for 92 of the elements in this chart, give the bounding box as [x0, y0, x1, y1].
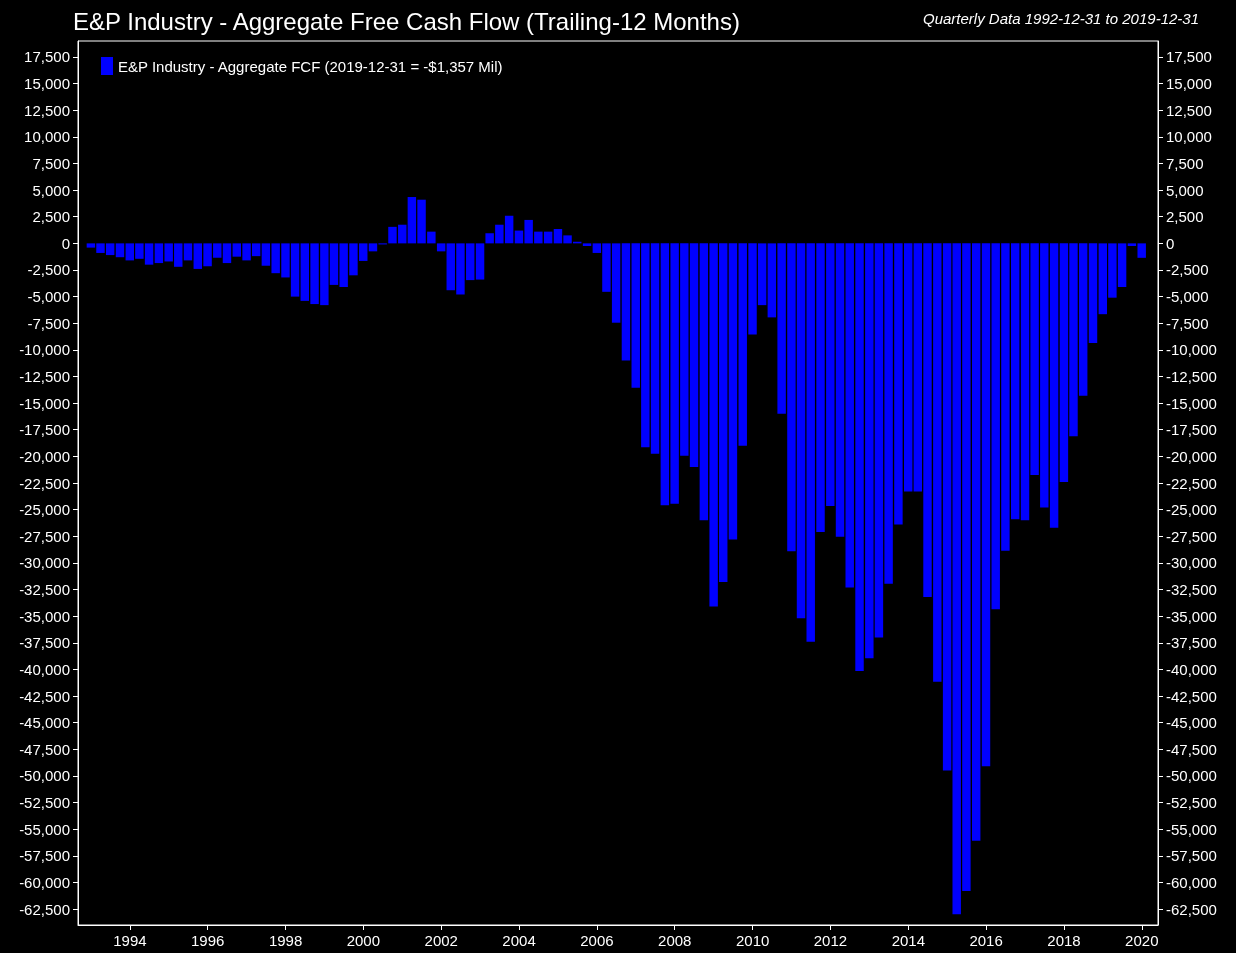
y-tick-label: -60,000 [19, 873, 70, 891]
y2-tick-label: -50,000 [1166, 767, 1217, 785]
y2-tick-label: -42,500 [1166, 687, 1217, 705]
y-tick-label: -15,000 [19, 394, 70, 412]
y-tick-label: -2,500 [27, 261, 70, 279]
y-tick-label: -47,500 [19, 740, 70, 758]
y2-tick-label: -45,000 [1166, 714, 1217, 732]
y-tick-label: -57,500 [19, 847, 70, 865]
bar [436, 243, 446, 252]
bar [115, 243, 125, 258]
y-tick-label: -25,000 [19, 501, 70, 519]
bar [1088, 243, 1098, 343]
y-tick-label: 5,000 [32, 181, 70, 199]
y2-tick-label: -52,500 [1166, 794, 1217, 812]
x-tick-label: 1998 [268, 932, 303, 949]
y-tick-label: 2,500 [32, 208, 70, 226]
y2-tick-label: 7,500 [1166, 154, 1204, 172]
bar [475, 243, 485, 280]
y-tick-label: -12,500 [19, 367, 70, 385]
y2-tick-label: -10,000 [1166, 341, 1217, 359]
y2-tick-label: -47,500 [1166, 740, 1217, 758]
bar [183, 243, 193, 261]
x-tick-label: 2018 [1047, 932, 1081, 949]
y2-tick-label: -7,500 [1166, 314, 1209, 332]
y-tick-label: 7,500 [32, 154, 70, 172]
y2-tick-label: 2,500 [1166, 208, 1204, 226]
y2-tick-label: 12,500 [1166, 101, 1212, 119]
y2-tick-label: -30,000 [1166, 554, 1217, 572]
x-tick-label: 2004 [502, 932, 536, 949]
y2-tick-label: -40,000 [1166, 660, 1217, 678]
y2-tick-label: 5,000 [1166, 181, 1204, 199]
y-tick-label: -7,500 [27, 314, 70, 332]
y2-tick-label: -5,000 [1166, 288, 1209, 306]
y2-tick-label: 17,500 [1166, 48, 1212, 66]
y2-tick-label: -62,500 [1166, 900, 1217, 918]
y-tick-label: -20,000 [19, 447, 70, 465]
y-tick-label: -35,000 [19, 607, 70, 625]
y-tick-label: -55,000 [19, 820, 70, 838]
y2-tick-label: -22,500 [1166, 474, 1217, 492]
y-tick-label: -22,500 [19, 474, 70, 492]
y-tick-label: -17,500 [19, 421, 70, 439]
y2-tick-label: -15,000 [1166, 394, 1217, 412]
bar [728, 243, 738, 540]
y-tick-label: -32,500 [19, 581, 70, 599]
x-tick-label: 1994 [113, 932, 147, 949]
x-tick-label: 2016 [969, 932, 1003, 949]
y-tick-label: 12,500 [24, 101, 70, 119]
x-tick-label: 2020 [1125, 932, 1159, 949]
y-tick-label: -37,500 [19, 634, 70, 652]
x-tick-label: 2012 [813, 932, 848, 949]
x-tick-label: 2002 [424, 932, 458, 949]
x-tick-label: 2010 [735, 932, 770, 949]
y2-tick-label: -57,500 [1166, 847, 1217, 865]
bar [582, 243, 592, 247]
y2-tick-label: -60,000 [1166, 873, 1217, 891]
y-tick-label: -45,000 [19, 714, 70, 732]
y-tick-label: -30,000 [19, 554, 70, 572]
y2-tick-label: 10,000 [1166, 128, 1212, 146]
y2-tick-label: -37,500 [1166, 634, 1217, 652]
y2-tick-label: -2,500 [1166, 261, 1209, 279]
y-tick-label: 17,500 [24, 48, 70, 66]
y2-tick-label: -20,000 [1166, 447, 1217, 465]
y2-tick-label: -32,500 [1166, 581, 1217, 599]
y-tick-label: -52,500 [19, 794, 70, 812]
x-tick-label: 2000 [346, 932, 381, 949]
y2-tick-label: -17,500 [1166, 421, 1217, 439]
y-tick-label: -5,000 [27, 288, 70, 306]
y-tick-label: 0 [61, 234, 70, 252]
y2-tick-label: -25,000 [1166, 501, 1217, 519]
y-tick-label: -42,500 [19, 687, 70, 705]
y-tick-label: -27,500 [19, 527, 70, 545]
y2-tick-label: -27,500 [1166, 527, 1217, 545]
y2-tick-label: -35,000 [1166, 607, 1217, 625]
y2-tick-label: -55,000 [1166, 820, 1217, 838]
y2-tick-label: -12,500 [1166, 367, 1217, 385]
y-tick-label: -50,000 [19, 767, 70, 785]
chart-subtitle: Quarterly Data 1992-12-31 to 2019-12-31 [922, 10, 1200, 27]
x-tick-label: 2006 [580, 932, 614, 949]
x-tick-label: 1996 [191, 932, 225, 949]
y-tick-label: -40,000 [19, 660, 70, 678]
y-tick-label: 15,000 [24, 75, 70, 93]
y-tick-label: -62,500 [19, 900, 70, 918]
y2-tick-label: 0 [1166, 234, 1175, 252]
x-tick-label: 2008 [658, 932, 692, 949]
legend-label: E&P Industry - Aggregate FCF (2019-12-31 = -$1,357 Mil) [118, 57, 503, 75]
y-tick-label: 10,000 [24, 128, 70, 146]
y-tick-label: -10,000 [19, 341, 70, 359]
chart-title: E&P Industry - Aggregate Free Cash Flow (Trailing-12 Months) [73, 7, 740, 35]
x-tick-label: 2014 [891, 932, 926, 949]
bar [222, 243, 232, 264]
bar [621, 243, 631, 361]
y2-tick-label: 15,000 [1166, 75, 1212, 93]
